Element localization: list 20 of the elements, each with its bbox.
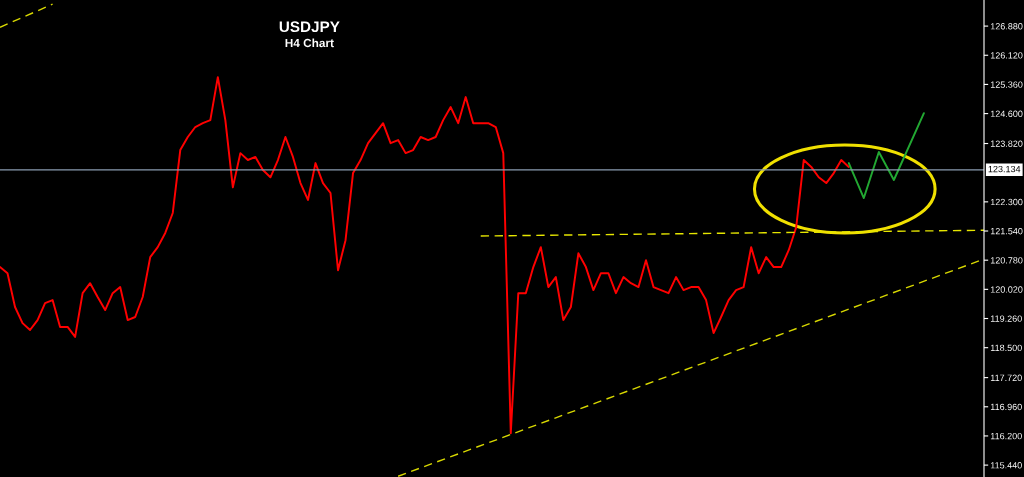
y-tick-label: 119.260 [990, 315, 1022, 322]
line-series [0, 76, 850, 435]
ref-line-label: 123.134 [988, 165, 1021, 173]
text: USDJPY [279, 21, 340, 33]
y-tick-label: 115.440 [990, 462, 1022, 469]
y-tick-label: 121.540 [990, 227, 1023, 235]
y-tick-label: 120.780 [990, 257, 1023, 264]
line-series [847, 112, 925, 199]
y-tick-label: 125.360 [990, 81, 1023, 88]
y-tick-label: 126.120 [990, 52, 1023, 59]
y-tick-label: 117.720 [990, 374, 1022, 381]
text: H4 Chart [285, 38, 334, 48]
y-tick-label: 124.600 [990, 110, 1023, 117]
y-tick-label: 116.200 [990, 432, 1022, 440]
y-tick-label: 123.820 [990, 140, 1023, 147]
y-tick-label: 120.020 [990, 286, 1023, 293]
y-tick-label: 122.300 [990, 198, 1023, 206]
y-tick-label: 118.500 [990, 344, 1022, 352]
y-tick-label: 116.960 [990, 403, 1022, 411]
y-tick-label: 126.880 [990, 23, 1023, 30]
